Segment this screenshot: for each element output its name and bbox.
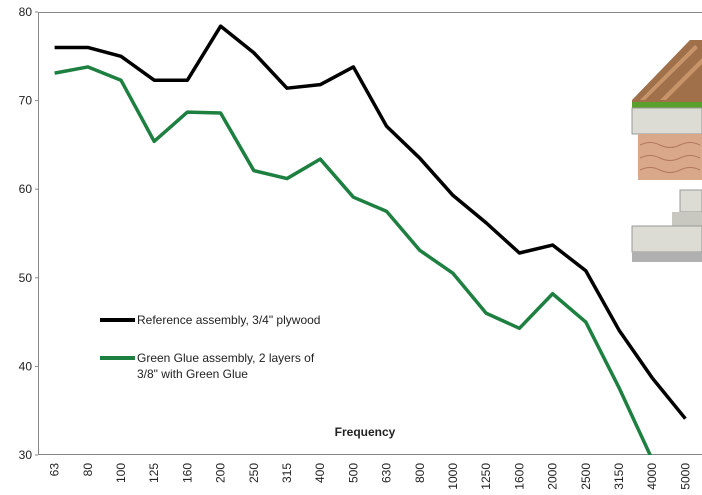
legend-label: Reference assembly, 3/4" plywood [137,313,321,327]
x-tick-label: 100 [114,463,128,483]
x-axis-label: Frequency [335,425,396,439]
y-tick-label: 30 [19,448,33,462]
legend-label: Green Glue assembly, 2 layers of 3/8" wi… [137,351,315,381]
y-tick-label: 70 [19,94,33,108]
x-tick-label: 800 [413,463,427,483]
x-tick-label: 500 [346,463,360,483]
x-tick-label: 630 [380,463,394,483]
y-tick-label: 50 [19,271,33,285]
x-tick-label: 5000 [678,463,692,490]
x-tick-label: 400 [313,463,327,483]
x-tick-label: 250 [247,463,261,483]
x-tick-label: 63 [48,463,62,477]
x-tick-label: 2000 [546,463,560,490]
y-tick-label: 80 [19,5,33,19]
x-tick-label: 160 [180,463,194,483]
x-tick-label: 3150 [612,463,626,490]
y-tick-label: 40 [19,359,33,373]
x-tick-label: 315 [280,463,294,483]
x-tick-label: 200 [214,463,228,483]
x-tick-label: 1000 [446,463,460,490]
x-tick-label: 1600 [512,463,526,490]
x-tick-label: 2500 [579,463,593,490]
x-tick-label: 125 [147,463,161,483]
x-tick-label: 4000 [645,463,659,490]
illustration [631,40,702,262]
x-tick-label: 1250 [479,463,493,490]
plot-frame [38,12,702,455]
x-tick-label: 80 [81,463,95,477]
series-line [54,65,653,455]
y-tick-label: 60 [19,182,33,196]
plot-lines [54,24,687,455]
series-line [54,24,687,420]
